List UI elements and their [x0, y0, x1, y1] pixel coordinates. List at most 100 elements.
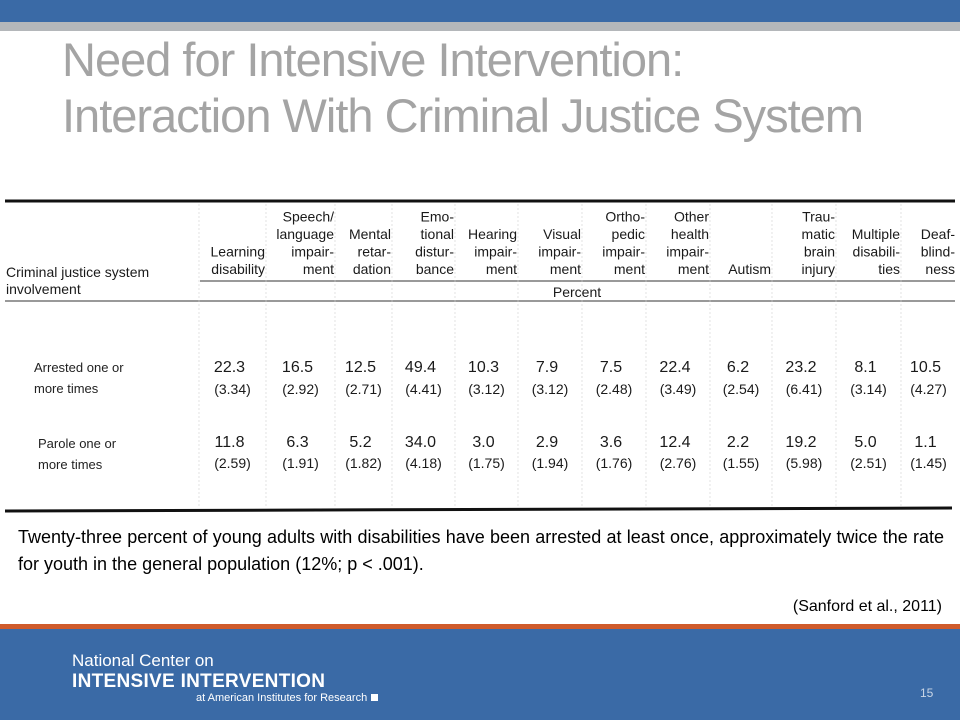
cell-standard-error: (2.71) — [345, 381, 382, 397]
column-header-label: ment — [486, 261, 517, 277]
column-header-label: Visual — [543, 226, 581, 242]
top-gray-stripe — [0, 22, 960, 31]
column-header-label: impair- — [666, 244, 709, 260]
column-header-label: Trau- — [802, 209, 835, 225]
footer-bar — [0, 629, 960, 720]
cell-value: 7.9 — [536, 359, 558, 376]
cell-standard-error: (2.92) — [282, 381, 319, 397]
column-header-label: Ortho- — [605, 209, 645, 225]
column-header-label: Multiple — [852, 226, 900, 242]
cell-standard-error: (4.27) — [910, 381, 947, 397]
cell-standard-error: (1.55) — [723, 455, 760, 471]
org-name-line-3: at American Institutes for Research — [196, 692, 379, 704]
slide-title: Need for Intensive Intervention: Interac… — [62, 32, 942, 144]
column-header-label: language — [276, 226, 334, 242]
row-header-label: Criminal justice system — [6, 264, 149, 280]
column-header-label: dation — [353, 261, 391, 277]
column-header-label: Speech/ — [283, 209, 334, 225]
column-header-label: tional — [421, 226, 454, 242]
cell-value: 5.2 — [349, 434, 371, 451]
column-header-label: impair- — [474, 244, 517, 260]
summary-text: Twenty-three percent of young adults wit… — [18, 527, 944, 574]
org-name-line-1: National Center on — [72, 651, 214, 670]
cell-standard-error: (1.94) — [532, 455, 569, 471]
row-label-parole-line-1: Parole one or — [38, 436, 117, 451]
results-table-figure: Criminal justice system involvement Percen… — [0, 196, 960, 516]
column-header-label: ment — [614, 261, 645, 277]
logo-square-icon — [371, 694, 379, 701]
column-header-label: injury — [802, 261, 835, 277]
column-header-label: Hearing — [468, 226, 517, 242]
column-header-label: Learning — [211, 244, 266, 260]
cell-standard-error: (1.45) — [910, 455, 947, 471]
percent-label: Percent — [553, 284, 601, 300]
cell-standard-error: (2.76) — [660, 455, 697, 471]
cell-value: 2.9 — [536, 434, 558, 451]
cell-standard-error: (1.76) — [596, 455, 633, 471]
cell-value: 3.0 — [472, 434, 494, 451]
column-header-label: bance — [416, 261, 454, 277]
cell-value: 19.2 — [785, 434, 816, 451]
cell-standard-error: (1.91) — [282, 455, 319, 471]
column-header-label: blind- — [921, 244, 956, 260]
cell-standard-error: (4.41) — [405, 381, 442, 397]
cell-standard-error: (4.18) — [405, 455, 442, 471]
org-affiliation-text: at American Institutes for Research — [196, 692, 368, 704]
cell-value: 5.0 — [854, 434, 876, 451]
cell-standard-error: (3.14) — [850, 381, 887, 397]
cell-standard-error: (2.51) — [850, 455, 887, 471]
cell-value: 16.5 — [282, 359, 313, 376]
page-number: 15 — [920, 686, 934, 700]
column-header-label: ment — [550, 261, 581, 277]
cell-standard-error: (6.41) — [786, 381, 823, 397]
cell-value: 12.4 — [659, 434, 690, 451]
column-header-label: matic — [802, 226, 835, 242]
row-label-arrested-line-2: more times — [34, 381, 99, 396]
column-header-label: Other — [674, 209, 709, 225]
org-name-line-2: INTENSIVE INTERVENTION — [72, 671, 326, 692]
column-header-label: impair- — [602, 244, 645, 260]
cell-standard-error: (3.12) — [468, 381, 505, 397]
cell-standard-error: (3.12) — [532, 381, 569, 397]
column-header-label: Autism — [728, 261, 771, 277]
column-header-label: ness — [925, 261, 955, 277]
column-header-label: disability — [211, 261, 265, 277]
column-header-label: retar- — [358, 244, 392, 260]
footer-accent-line — [0, 624, 960, 629]
cell-value: 3.6 — [600, 434, 622, 451]
column-header-label: impair- — [538, 244, 581, 260]
cell-value: 7.5 — [600, 359, 622, 376]
cell-standard-error: (2.48) — [596, 381, 633, 397]
cell-value: 1.1 — [914, 434, 936, 451]
column-header-label: ties — [878, 261, 900, 277]
cell-value: 23.2 — [785, 359, 816, 376]
top-brand-bar — [0, 0, 960, 22]
cell-standard-error: (1.75) — [468, 455, 505, 471]
row-header-label: involvement — [6, 281, 81, 297]
column-header-label: ment — [303, 261, 334, 277]
column-header-label: pedic — [612, 226, 645, 242]
title-line-2: Interaction With Criminal Justice System — [62, 89, 864, 142]
cell-standard-error: (2.54) — [723, 381, 760, 397]
row-label-parole: Parole one or more times — [38, 433, 116, 475]
column-header-label: ment — [678, 261, 709, 277]
cell-value: 10.3 — [468, 359, 499, 376]
row-label-arrested-line-1: Arrested one or — [34, 360, 124, 375]
cell-value: 49.4 — [405, 359, 436, 376]
cell-value: 8.1 — [854, 359, 876, 376]
column-header-label: Mental — [349, 226, 391, 242]
column-header-label: impair- — [291, 244, 334, 260]
column-header-label: distur- — [415, 244, 454, 260]
citation: (Sanford et al., 2011) — [792, 598, 942, 615]
column-header-label: health — [671, 226, 709, 242]
row-label-arrested: Arrested one or more times — [34, 357, 124, 399]
cell-standard-error: (3.34) — [214, 381, 251, 397]
column-header-label: Deaf- — [921, 226, 956, 242]
cell-value: 12.5 — [345, 359, 376, 376]
cell-standard-error: (2.59) — [214, 455, 251, 471]
cell-value: 6.3 — [286, 434, 308, 451]
cell-value: 22.4 — [659, 359, 690, 376]
cell-value: 10.5 — [910, 359, 941, 376]
cell-value: 34.0 — [405, 434, 436, 451]
